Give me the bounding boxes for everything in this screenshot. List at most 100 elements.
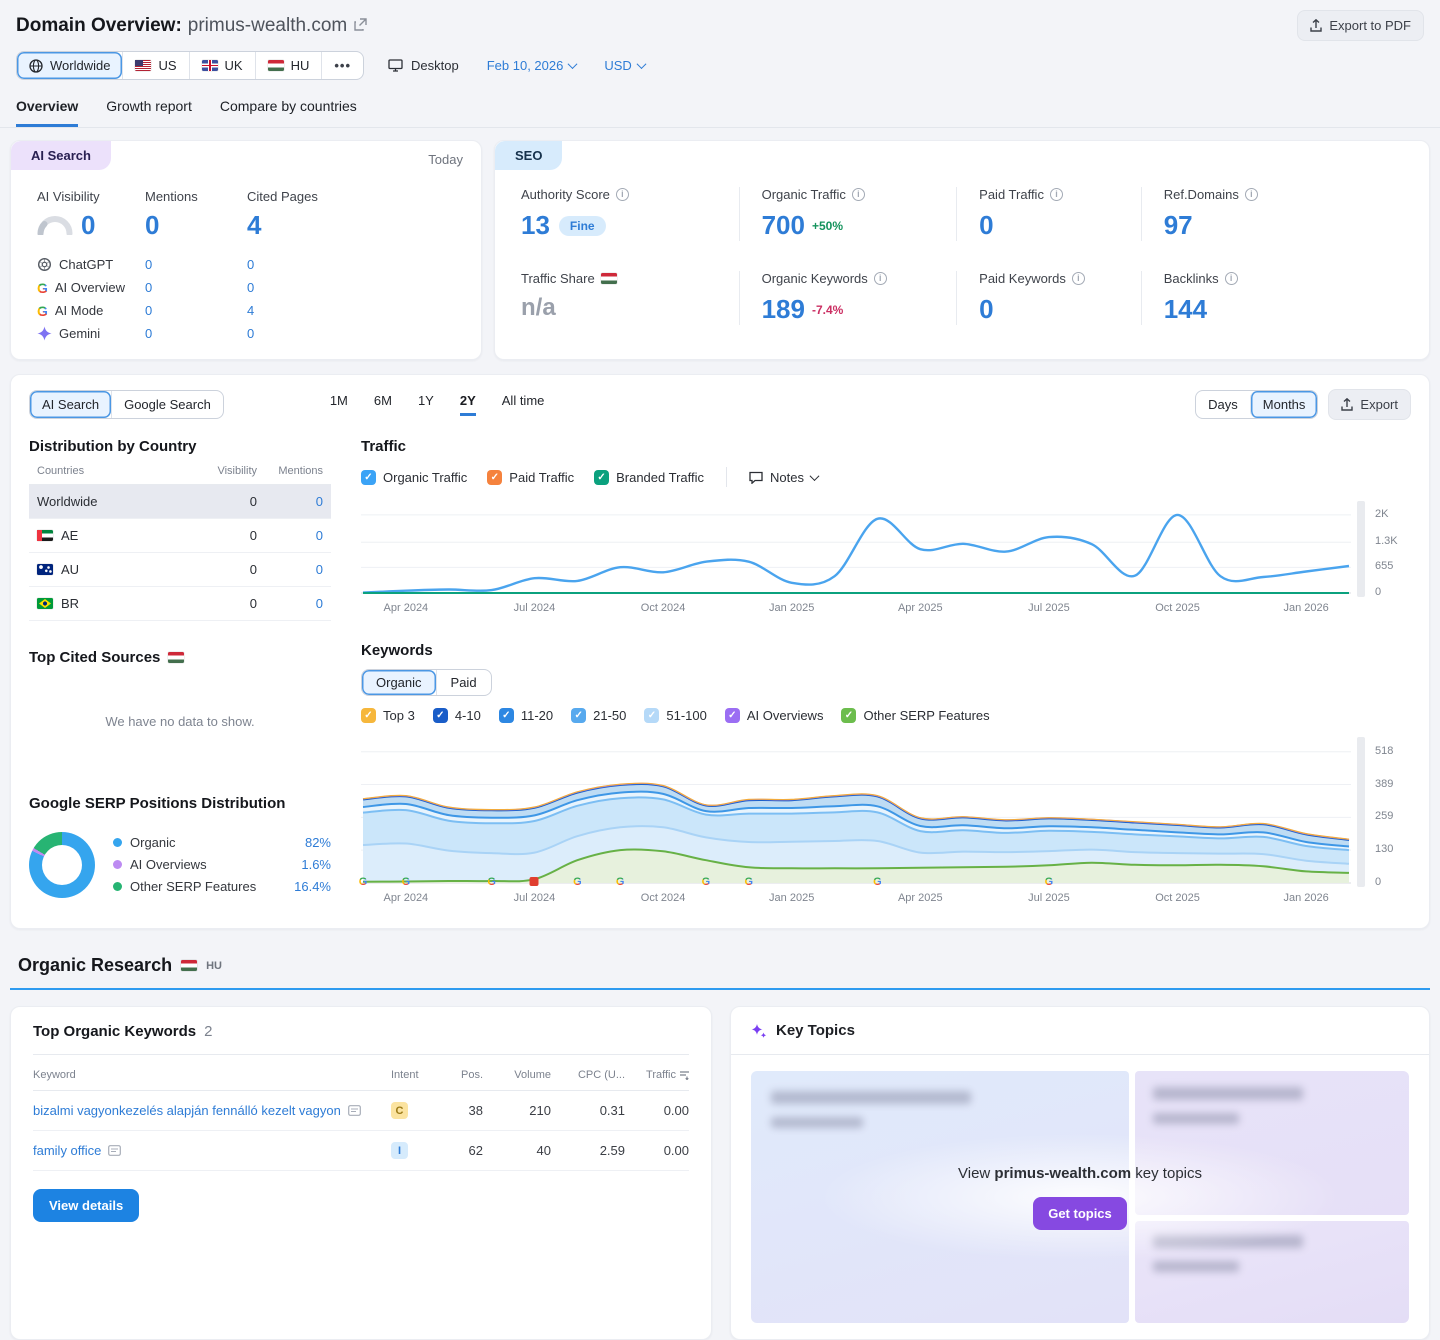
filter-organic-traffic[interactable]: Organic Traffic (361, 469, 467, 485)
filter-4-10[interactable]: 4-10 (432, 708, 481, 723)
info-icon[interactable]: i (1224, 272, 1238, 285)
tab-overview[interactable]: Overview (16, 98, 79, 127)
serp-preview-icon[interactable] (347, 1105, 361, 1116)
info-icon[interactable]: i (615, 188, 629, 201)
keywords-tab-paid[interactable]: Paid (435, 670, 491, 695)
keywords-tab-organic[interactable]: Organic (362, 670, 436, 695)
au-flag-icon (37, 564, 53, 575)
checkbox-51-100[interactable] (644, 708, 660, 723)
legend-item-other-serp[interactable]: Other SERP Features 16.4% (113, 879, 331, 894)
gemini-mentions[interactable]: 0 (145, 326, 153, 341)
google-update-marker[interactable]: G (701, 876, 711, 888)
filter-51-100[interactable]: 51-100 (644, 708, 707, 723)
google-update-marker[interactable]: G (358, 876, 368, 888)
location-tab-uk[interactable]: UK (188, 52, 255, 79)
range-2y[interactable]: 2Y (459, 393, 476, 416)
source-tab-ai-search[interactable]: AI Search (30, 391, 112, 418)
google-update-marker[interactable]: G (744, 876, 754, 888)
ref-domains-value[interactable]: 97 (1163, 210, 1193, 240)
info-icon[interactable]: i (1244, 188, 1258, 201)
checkbox-11-20[interactable] (498, 708, 514, 723)
more-locations-button[interactable]: ••• (321, 52, 363, 79)
paid-keywords-value[interactable]: 0 (979, 294, 994, 324)
sort-icon[interactable] (680, 1070, 689, 1080)
checkbox-21-50[interactable] (571, 708, 587, 723)
ai-mode-cited[interactable]: 4 (247, 303, 255, 318)
backlinks-value[interactable]: 144 (1163, 294, 1208, 324)
gemini-cited[interactable]: 0 (247, 326, 255, 341)
country-row-worldwide[interactable]: Worldwide 0 0 (29, 485, 331, 519)
keyword-link[interactable]: family office (33, 1143, 391, 1158)
filter-top3[interactable]: Top 3 (361, 708, 415, 723)
location-tab-hu[interactable]: HU (254, 52, 322, 79)
organic-keywords-value[interactable]: 189 (761, 294, 805, 324)
google-update-marker[interactable]: G (615, 876, 625, 888)
keyword-link[interactable]: bizalmi vagyonkezelés alapján fennálló k… (33, 1103, 391, 1118)
filter-21-50[interactable]: 21-50 (571, 708, 626, 723)
checkbox-paid-traffic[interactable] (487, 469, 503, 485)
info-icon[interactable]: i (1071, 272, 1085, 285)
ai-overview-cited[interactable]: 0 (247, 280, 255, 295)
export-pdf-button[interactable]: Export to PDF (1297, 10, 1424, 41)
location-tab-worldwide[interactable]: Worldwide (17, 52, 123, 79)
organic-traffic-value[interactable]: 700 (761, 210, 805, 240)
filter-ai-overviews[interactable]: AI Overviews (724, 708, 823, 723)
export-button[interactable]: Export (1328, 389, 1411, 420)
intent-badge-informational[interactable]: I (391, 1142, 408, 1159)
note-marker[interactable] (529, 877, 539, 886)
filter-branded-traffic[interactable]: Branded Traffic (594, 469, 704, 485)
checkbox-organic-traffic[interactable] (361, 469, 376, 485)
source-tab-google-search[interactable]: Google Search (111, 391, 223, 418)
range-all-time[interactable]: All time (501, 393, 545, 408)
google-update-marker[interactable]: G (401, 876, 411, 888)
google-update-marker[interactable]: G (573, 876, 582, 888)
country-row-br[interactable]: BR 0 0 (29, 587, 331, 621)
view-details-button[interactable]: View details (33, 1189, 140, 1222)
info-icon[interactable]: i (1049, 188, 1063, 201)
paid-traffic-value[interactable]: 0 (979, 210, 994, 240)
legend-item-ai-overviews[interactable]: AI Overviews 1.6% (113, 857, 331, 872)
filter-11-20[interactable]: 11-20 (498, 708, 553, 723)
google-update-marker[interactable]: G (873, 876, 882, 888)
location-tab-us[interactable]: US (122, 52, 188, 79)
intent-badge-commercial[interactable]: C (391, 1102, 408, 1119)
country-row-ae[interactable]: AE 0 0 (29, 519, 331, 553)
serp-preview-icon[interactable] (108, 1145, 122, 1156)
checkbox-4-10[interactable] (432, 708, 448, 723)
range-6m[interactable]: 6M (373, 393, 392, 408)
google-update-marker[interactable]: G (1044, 876, 1054, 888)
filter-paid-traffic[interactable]: Paid Traffic (487, 469, 574, 485)
device-selector[interactable]: Desktop (388, 58, 459, 73)
range-1y[interactable]: 1Y (417, 393, 434, 408)
granularity-months[interactable]: Months (1249, 391, 1318, 418)
ai-overview-mentions[interactable]: 0 (145, 280, 153, 295)
filter-other-serp[interactable]: Other SERP Features (841, 708, 990, 723)
date-selector[interactable]: Feb 10, 2026 (487, 58, 578, 73)
checkbox-branded-traffic[interactable] (594, 469, 610, 485)
get-topics-button[interactable]: Get topics (1033, 1196, 1127, 1230)
serp-legend: Organic 82% AI Overviews 1.6% Other SERP… (113, 828, 331, 901)
chatgpt-mentions[interactable]: 0 (145, 257, 153, 272)
checkbox-ai-overviews[interactable] (724, 708, 740, 723)
row-gemini: Gemini (37, 326, 145, 341)
country-row-au[interactable]: AU 0 0 (29, 553, 331, 587)
notes-dropdown[interactable]: Notes (749, 470, 820, 485)
external-link-icon[interactable] (354, 17, 367, 34)
serp-distribution-donut[interactable] (29, 831, 95, 898)
tab-growth-report[interactable]: Growth report (106, 98, 192, 114)
chatgpt-cited[interactable]: 0 (247, 257, 255, 272)
tab-compare-by-countries[interactable]: Compare by countries (219, 98, 357, 114)
granularity-days[interactable]: Days (1208, 397, 1238, 412)
currency-selector[interactable]: USD (604, 58, 647, 73)
info-icon[interactable]: i (873, 272, 887, 285)
ai-mode-mentions[interactable]: 0 (145, 303, 153, 318)
google-update-marker[interactable]: G (487, 876, 496, 888)
legend-item-organic[interactable]: Organic 82% (113, 835, 331, 850)
checkbox-other-serp[interactable] (841, 708, 857, 723)
info-icon[interactable]: i (851, 188, 865, 201)
range-1m[interactable]: 1M (329, 393, 348, 408)
checkbox-top3[interactable] (361, 708, 376, 723)
traffic-chart[interactable] (361, 501, 1351, 597)
